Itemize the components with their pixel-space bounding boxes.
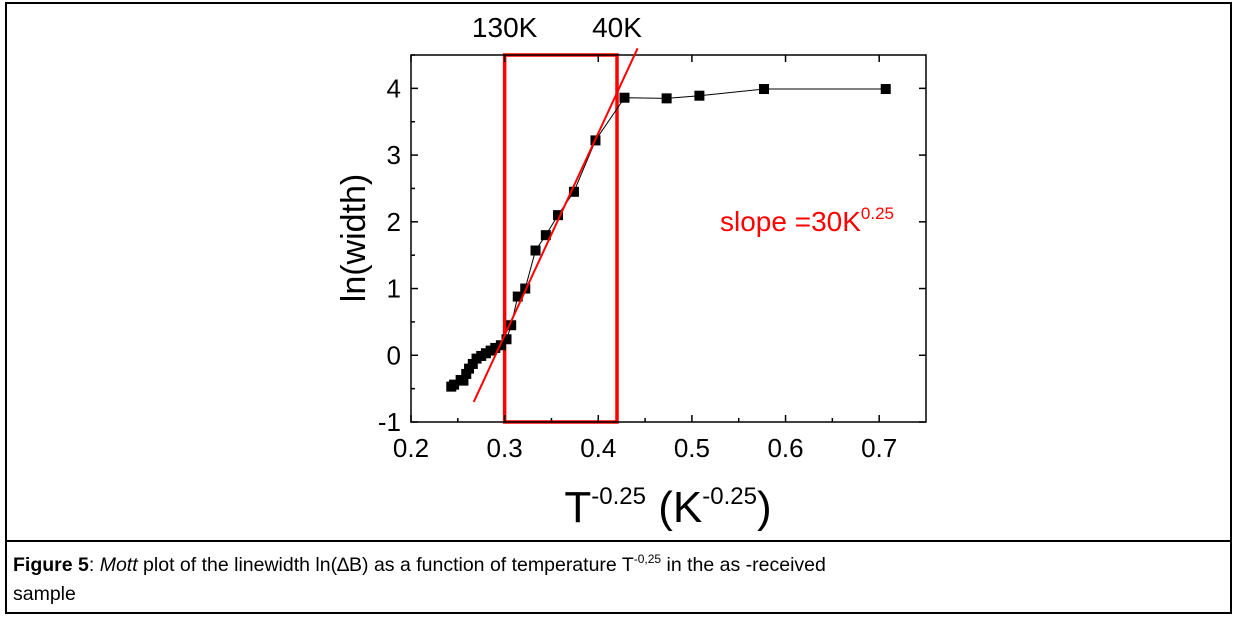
data-point [506,320,517,331]
figure-caption: Figure 5: Mott plot of the linewidth ln(… [13,551,1213,609]
caption-exponent: -0,25 [633,552,662,566]
data-point [553,210,564,221]
data-point [619,92,630,103]
x-label-unit: (K [646,483,702,532]
data-series [446,84,891,392]
caption-italic-word: Mott [99,554,138,576]
data-point [530,245,541,256]
x-axis-label: T-0.25 (K-0.25) [564,483,771,532]
x-tick-label: 0.7 [861,433,897,463]
y-tick-label: 4 [387,73,401,103]
y-axis-label: ln(width) [335,174,373,302]
data-point [501,334,512,345]
x-tick-label: 0.3 [487,433,523,463]
data-point [467,358,478,369]
x-label-close: ) [757,483,772,532]
data-point [490,342,501,353]
data-point [540,230,551,241]
x-label-base: T [564,483,591,532]
data-point [661,93,672,104]
slope-text: slope =30K [720,206,861,237]
frame-left-border [5,2,7,614]
caption-separator: : [88,554,100,576]
data-point [458,375,469,386]
caption-text-part: B) as a function of temperature T [349,554,634,576]
temperature-label: 40K [592,12,642,43]
x-tick-label: 0.6 [767,433,803,463]
frame-divider [5,540,1232,542]
frame-top-border [5,2,1232,4]
y-tick-label: 0 [387,340,401,370]
x-tick-label: 0.2 [393,433,429,463]
y-tick-label: 2 [387,207,401,237]
frame-right-border [1230,2,1232,614]
series-line [451,88,886,388]
x-tick-label: 0.4 [580,433,616,463]
highlight-box [502,53,619,424]
data-point [694,90,705,101]
caption-delta-symbol: ∆ [337,554,350,576]
fit-line-layer [472,47,639,403]
caption-text-part: in the as -received [661,554,826,576]
highlight-box-layer [502,53,619,424]
y-tick-label: 1 [387,274,401,304]
x-label-exponent: -0.25 [591,483,646,510]
caption-text-part: plot of the linewidth ln( [137,554,338,576]
caption-line-2: sample [13,583,76,605]
chart-labels: 130K 40K slope =30K0.25 [472,12,894,237]
plot-axes: 0.2 0.3 0.4 0.5 0.6 0.7-101234ln(width)T-0.25… [335,54,927,532]
y-tick-label: -1 [378,407,401,437]
caption-figure-label: Figure 5 [13,554,89,576]
data-point [449,379,460,390]
caption-line-1: Figure 5: Mott plot of the linewidth ln(… [13,551,1213,580]
data-point [512,291,523,302]
y-tick-label: 3 [387,140,401,170]
x-label-unit-exponent: -0.25 [702,483,757,510]
figure-frame [5,2,1232,614]
data-point [461,368,472,379]
temperature-label: 130K [472,12,538,43]
data-point [880,84,891,95]
plot-frame [410,54,927,423]
slope-annotation: slope =30K0.25 [720,204,894,237]
mott-plot: 0.2 0.3 0.4 0.5 0.6 0.7-101234ln(width)T-0.25… [335,12,927,532]
slope-exponent: 0.25 [861,204,894,223]
x-tick-label: 0.5 [674,433,710,463]
data-point [568,186,579,197]
frame-bottom-border [5,612,1232,614]
fit-line [472,47,639,403]
data-point [759,84,770,95]
